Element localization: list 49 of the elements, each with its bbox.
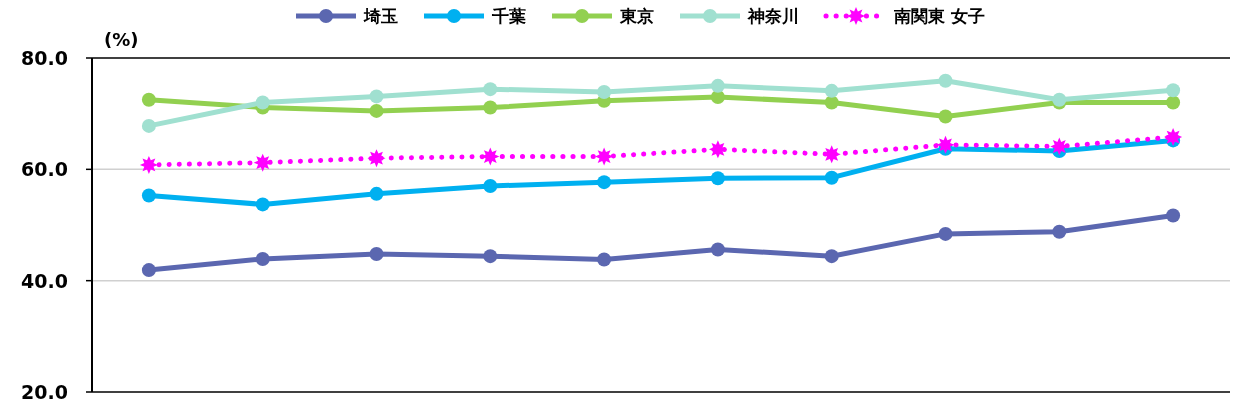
point — [255, 95, 270, 110]
y-tick-label: 20.0 — [21, 381, 68, 403]
point — [824, 170, 839, 185]
point — [824, 249, 839, 264]
point — [369, 246, 384, 261]
point — [597, 175, 612, 190]
legend-label: 埼玉 — [363, 6, 398, 26]
point — [369, 186, 384, 201]
point — [710, 171, 725, 186]
point — [824, 95, 839, 110]
point — [597, 252, 612, 267]
point — [1166, 95, 1181, 110]
point — [710, 78, 725, 93]
point — [824, 83, 839, 98]
point — [938, 226, 953, 241]
point — [255, 197, 270, 212]
point — [822, 145, 841, 164]
point — [255, 251, 270, 266]
point — [1166, 208, 1181, 223]
point — [597, 84, 612, 99]
legend-label: 東京 — [619, 6, 654, 26]
point — [369, 89, 384, 104]
point — [1052, 224, 1067, 239]
y-tick-label: 80.0 — [21, 47, 68, 69]
legend-label: 南関東 女子 — [893, 6, 985, 26]
point — [139, 155, 158, 174]
legend-label: 神奈川 — [747, 6, 799, 26]
point — [1166, 83, 1181, 98]
point — [936, 135, 955, 154]
point — [141, 92, 156, 107]
point — [938, 109, 953, 124]
point — [141, 263, 156, 278]
point — [710, 242, 725, 257]
y-tick-label: 60.0 — [21, 158, 68, 181]
point — [367, 149, 386, 168]
point — [369, 103, 384, 118]
point — [595, 147, 614, 166]
point — [1164, 128, 1183, 146]
point — [483, 100, 498, 115]
point — [708, 140, 727, 159]
point — [483, 249, 498, 264]
point — [938, 73, 953, 88]
point — [141, 118, 156, 133]
point — [483, 179, 498, 194]
point — [141, 188, 156, 203]
legend-label: 千葉 — [491, 6, 526, 26]
y-tick-label: 40.0 — [21, 269, 68, 292]
y-axis-title: (%) — [104, 29, 139, 50]
point — [483, 82, 498, 97]
